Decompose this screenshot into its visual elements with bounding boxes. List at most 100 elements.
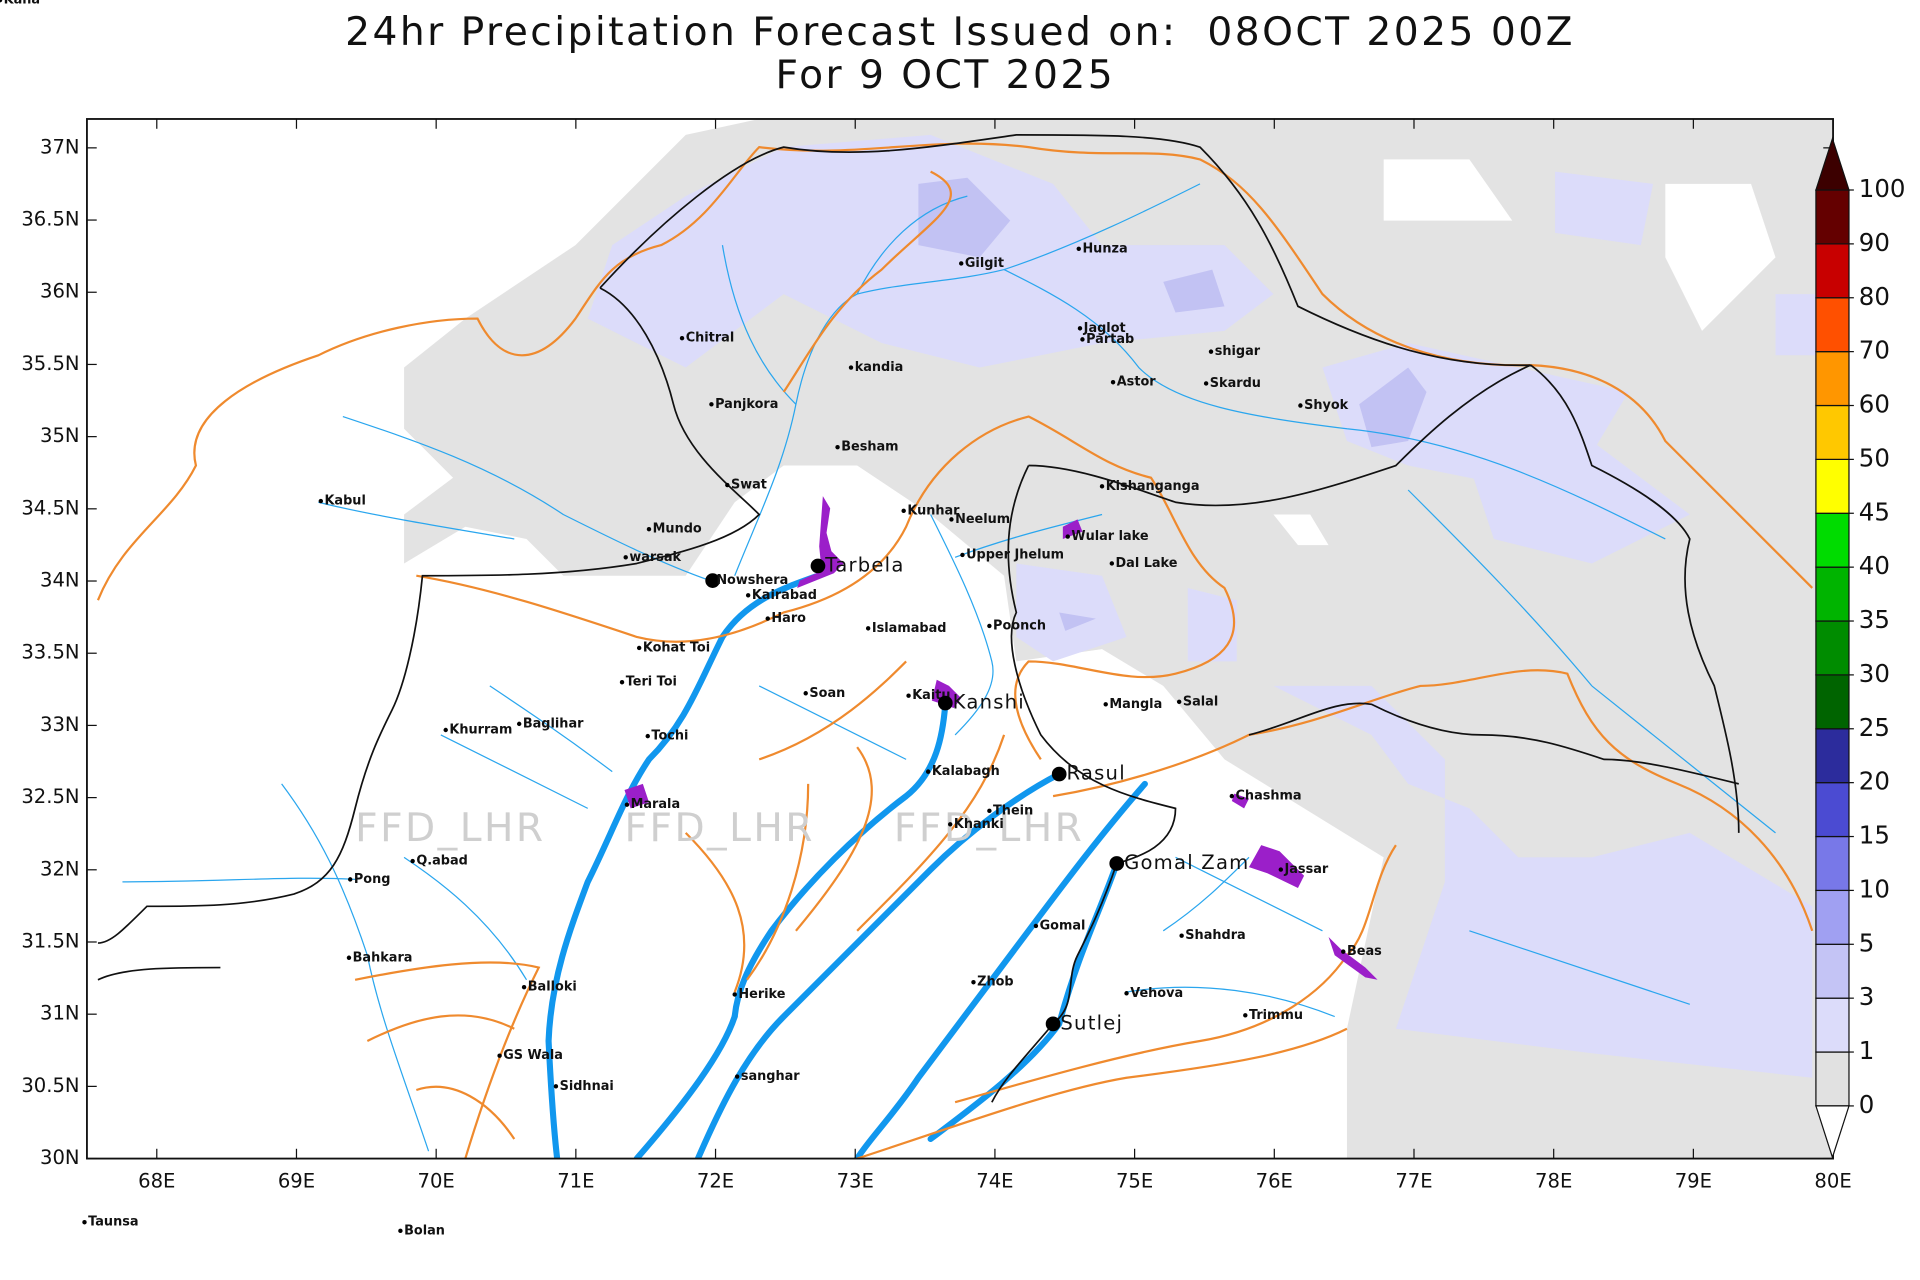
colorbar-label: 10 [1859, 874, 1890, 903]
y-tick-label: 31.5N [21, 929, 79, 952]
place-marker [348, 877, 353, 882]
place-marker [0, 0, 3, 3]
place-label: Soan [809, 686, 845, 701]
colorbar-label: 100 [1859, 174, 1906, 203]
colorbar-box [1815, 189, 1850, 245]
place-label: Tochi [651, 729, 688, 744]
place-label: Skardu [1210, 376, 1261, 391]
place-label: kandia [855, 360, 904, 375]
colorbar-label: 35 [1859, 605, 1890, 634]
y-tick-label: 34N [40, 569, 80, 592]
station-marker [1109, 856, 1125, 871]
colorbar-box [1815, 835, 1850, 892]
place-marker [960, 552, 965, 558]
place-label: Shyok [1304, 398, 1349, 413]
y-tick-label: 30.5N [21, 1074, 79, 1097]
colorbar-box [1815, 243, 1850, 299]
place-label: Shahdra [1185, 928, 1245, 943]
place-label: Partab [1086, 332, 1134, 347]
place-marker [1099, 484, 1105, 489]
place-label: Khanki [954, 817, 1004, 832]
watermark: FFD_LHR [355, 806, 545, 851]
y-tick-label: 36.5N [21, 208, 79, 231]
place-label: Wular lake [1071, 529, 1148, 544]
colorbar-label: 40 [1859, 551, 1890, 580]
reservoirs [624, 496, 1378, 980]
colorbar-box [1815, 782, 1850, 838]
title: 24hr Precipitation Forecast Issued on: 0… [345, 10, 1575, 55]
place-label: Marala [631, 797, 681, 812]
place-marker [679, 335, 685, 341]
place-label: shigar [1215, 344, 1261, 359]
place-label: warsak [629, 550, 681, 565]
place-marker [925, 769, 931, 774]
place-label: Upper Jhelum [966, 547, 1064, 562]
x-tick-label: 77E [1395, 1169, 1432, 1192]
x-tick-label: 72E [697, 1169, 734, 1192]
y-tick-label: 36N [40, 280, 80, 303]
place-marker [1103, 702, 1108, 707]
colorbar-label: 0 [1859, 1090, 1875, 1119]
y-tick-label: 34.5N [21, 496, 79, 519]
station-marker [705, 573, 720, 588]
place-marker [725, 482, 730, 488]
place-label: Taunsa [88, 1215, 138, 1230]
place-label: Gomal Zam [1124, 851, 1249, 874]
y-tick-label: 30N [40, 1146, 80, 1169]
colorbar-under [1815, 1105, 1850, 1160]
colorbar-label: 5 [1859, 928, 1875, 957]
place-label: Besham [841, 440, 898, 455]
place-label: Dal Lake [1116, 556, 1178, 571]
x-tick-label: 71E [557, 1169, 594, 1192]
place-marker [1203, 381, 1209, 386]
place-marker [1243, 1013, 1248, 1018]
place-label: Vehova [1130, 986, 1183, 1001]
place-label: Bolan [404, 1223, 445, 1238]
y-tick-label: 35.5N [21, 352, 79, 375]
colorbar-box [1815, 566, 1850, 622]
place-label: Balloki [528, 980, 577, 995]
place-marker [1278, 867, 1284, 872]
place-marker [865, 626, 871, 631]
axis-ticks: 68E 69E 70E 71E 72E 73E 74E 75E 76E 77E 78E 79E 80E 3… [21, 118, 1852, 1192]
colorbar-over [1815, 136, 1850, 191]
place-marker [1341, 949, 1346, 954]
colorbar-box [1815, 404, 1850, 460]
place-label: Kabul [324, 494, 365, 509]
place-marker [959, 261, 964, 266]
place-marker [1124, 991, 1129, 996]
place-marker [948, 822, 953, 827]
station-marker [810, 558, 826, 574]
place-label: Zhob [977, 975, 1013, 990]
place-marker [1229, 793, 1235, 799]
place-marker [623, 555, 628, 560]
place-marker [949, 517, 954, 522]
place-label: Sidhnai [560, 1079, 614, 1094]
map-layers [96, 118, 1834, 1159]
place-label: Astor [1117, 375, 1157, 390]
y-tick-label: 32N [40, 857, 80, 880]
no-precip [1273, 514, 1329, 546]
x-tick-label: 70E [418, 1169, 455, 1192]
colorbar-label: 3 [1859, 982, 1875, 1011]
place-marker [1208, 349, 1214, 354]
y-tick-label: 33.5N [21, 641, 79, 664]
colorbar-label: 60 [1859, 390, 1890, 419]
place-marker [624, 802, 630, 807]
place-label: Rasul [1067, 762, 1126, 785]
colorbar-label: 70 [1859, 336, 1890, 365]
place-marker [987, 808, 992, 814]
no-precip [1383, 159, 1513, 221]
colorbar-box [1815, 728, 1850, 784]
place-label: Trimmu [1249, 1008, 1303, 1023]
place-label: Kaha [4, 0, 40, 8]
colorbar-label: 45 [1859, 497, 1890, 526]
place-label: Thein [993, 803, 1033, 818]
colorbar-box [1815, 674, 1850, 730]
place-label: Kalabagh [932, 764, 1000, 779]
colorbar-label: 1 [1859, 1036, 1875, 1065]
colorbar-box [1815, 1051, 1850, 1107]
